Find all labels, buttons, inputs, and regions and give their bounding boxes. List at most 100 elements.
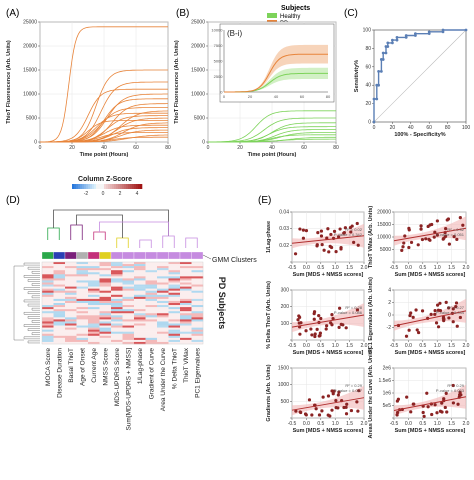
scatter-point — [301, 228, 305, 232]
y-tick-label: 0.04 — [279, 210, 289, 216]
heatmap-cell — [122, 317, 135, 320]
heatmap-cell — [157, 280, 169, 283]
heatmap-cell — [180, 264, 192, 267]
scatter-point — [326, 394, 331, 398]
confidence-band — [394, 384, 466, 416]
heatmap-cell — [76, 341, 89, 345]
p-value-label: P-value = 0.023 — [436, 388, 465, 393]
heatmap-cell — [111, 280, 123, 283]
heatmap-cell — [111, 329, 123, 332]
x-tick-label: 1.5 — [448, 343, 455, 349]
legend-swatch-healthy — [267, 13, 277, 18]
heatmap-cell — [168, 286, 181, 289]
heatmap-cell — [111, 341, 123, 345]
heatmap-cell — [53, 305, 66, 308]
roc-point — [386, 45, 390, 48]
colorbar-segment — [116, 184, 119, 189]
x-tick-label: -0.5 — [288, 343, 297, 349]
scatter-point — [344, 405, 348, 409]
heatmap-cell — [145, 307, 158, 310]
heatmap-cell — [65, 339, 77, 343]
scatter-point — [332, 389, 336, 393]
y-tick-label: 5000 — [194, 116, 205, 122]
heatmap-cell — [191, 300, 204, 304]
r-squared-label: R² = 0.29 — [447, 383, 464, 388]
scatter-point — [331, 316, 335, 321]
scatter-point — [451, 307, 455, 311]
heatmap-cell — [53, 333, 66, 336]
x-tick-label: 1.0 — [434, 265, 441, 271]
row-dendrogram-link — [31, 271, 40, 274]
heatmap-cell — [191, 325, 204, 328]
heatmap-cell — [134, 329, 146, 332]
heatmap-cell — [65, 286, 77, 289]
x-tick-label: 40 — [101, 145, 107, 151]
y-axis-label: PC1 Eigenvalues (Arb. Units) — [368, 277, 374, 353]
heatmap-cell — [42, 276, 54, 279]
heatmap-cell — [134, 294, 146, 298]
scatter-point — [456, 402, 460, 406]
gmm-cluster-label: GMM Clusters — [212, 257, 257, 264]
heatmap-cell — [99, 262, 112, 265]
heatmap-cell — [122, 296, 135, 300]
heatmap-cell — [88, 303, 100, 306]
y-tick-label: 200 — [281, 304, 290, 310]
heatmap-cell — [191, 264, 204, 267]
roc-point — [381, 51, 385, 55]
heatmap-cell — [157, 286, 169, 289]
colorbar-title: Column Z-Score — [78, 176, 132, 183]
heatmap-cell — [99, 282, 112, 285]
colorbar-segment — [96, 184, 99, 189]
scatter-point — [355, 400, 359, 404]
x-tick-label: 0.0 — [303, 421, 310, 427]
scatter-point — [427, 237, 431, 241]
heatmap-cell — [191, 272, 204, 275]
gmm-cluster-cell — [53, 251, 66, 260]
heatmap-cell — [157, 284, 169, 287]
roc-point — [404, 34, 408, 37]
heatmap-cell — [111, 313, 123, 316]
heatmap-cell — [122, 335, 135, 339]
heatmap-cell — [76, 333, 89, 336]
scatter-point — [458, 315, 462, 320]
heatmap-cell — [99, 272, 112, 275]
heatmap-cell — [76, 270, 89, 273]
heatmap-cell — [180, 309, 192, 312]
colorbar-segment — [106, 184, 109, 189]
roc-point — [384, 51, 388, 55]
panel-label-b: (B) — [176, 8, 189, 19]
heatmap-cell — [191, 288, 204, 291]
heatmap-cell — [122, 327, 135, 330]
heatmap-cell — [88, 296, 100, 300]
p-value-label: P-value = 0.027 — [334, 388, 363, 393]
x-axis-label: Sum [MDS + NMSS scores] — [395, 350, 466, 356]
heatmap-cell — [76, 307, 89, 310]
heatmap-cell — [42, 266, 54, 269]
heatmap-cell — [99, 270, 112, 273]
scatter-point — [414, 308, 418, 312]
heatmap-cell — [111, 288, 123, 291]
heatmap-cell — [99, 325, 112, 328]
colorbar-segment — [94, 184, 97, 189]
y-tick-label: 300 — [281, 288, 290, 294]
heatmap-cell — [42, 321, 54, 324]
heatmap-cell — [42, 323, 54, 326]
heatmap-cell — [134, 286, 146, 289]
heatmap-cell — [65, 268, 77, 271]
heatmap-cell — [191, 321, 204, 324]
heatmap-cell — [157, 335, 169, 339]
scatter-point — [426, 224, 430, 229]
x-tick-label: 2.0 — [361, 421, 368, 427]
heatmap-cell — [122, 331, 135, 334]
heatmap-cell — [88, 341, 100, 345]
heatmap-cell — [157, 323, 169, 326]
scatter-point — [326, 413, 330, 417]
heatmap-cell — [53, 331, 66, 334]
heatmap-cell — [65, 303, 77, 306]
heatmap-cell — [42, 268, 54, 271]
y-tick-label: 500 — [281, 399, 290, 405]
x-tick-label: 40 — [408, 125, 414, 131]
heatmap-cell — [65, 309, 77, 312]
heatmap-cell — [134, 282, 146, 285]
heatmap-cell — [191, 290, 204, 293]
